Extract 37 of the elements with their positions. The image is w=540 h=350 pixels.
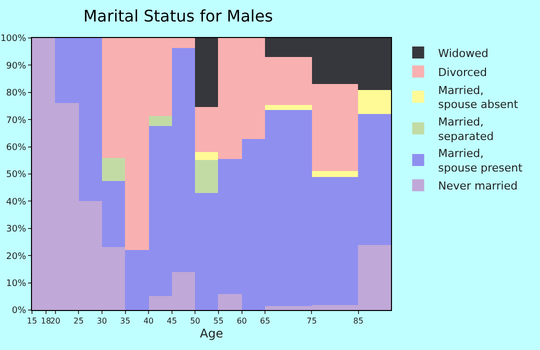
legend-label: Married, spouse absent [438, 84, 519, 112]
x-tick-label: 40 [143, 316, 154, 326]
legend-label: Divorced [438, 66, 488, 79]
y-tick-label: 50% [6, 170, 27, 180]
legend-label: Married, spouse present [438, 147, 524, 174]
bar [218, 294, 242, 310]
legend-label: Married, separated [438, 116, 494, 143]
bar [195, 160, 218, 193]
y-tick-label: 100% [0, 34, 27, 44]
x-tick-label: 75 [306, 316, 317, 326]
x-tick-label: 85 [353, 316, 364, 326]
y-tick-label: 10% [6, 278, 27, 289]
x-tick-label: 60 [236, 316, 247, 326]
legend-label: Never married [438, 180, 518, 193]
x-tick-label: 15 [26, 316, 38, 326]
x-tick-label: 30 [96, 316, 108, 326]
x-tick-label: 65 [260, 316, 270, 326]
x-tick-label: 18 [40, 316, 52, 326]
x-tick-label: 20 [50, 316, 60, 326]
x-tick-label: 45 [166, 316, 177, 326]
y-tick-label: 70% [6, 116, 27, 126]
legend-label: Widowed [438, 46, 488, 60]
y-tick-label: 80% [6, 88, 27, 99]
x-tick-label: 25 [74, 316, 84, 326]
x-tick-label: 50 [190, 316, 200, 326]
y-tick-label: 0% [12, 306, 27, 316]
bar [149, 116, 172, 126]
y-tick-label: 40% [6, 197, 27, 208]
y-tick-label: 20% [6, 252, 27, 262]
bar [102, 158, 125, 181]
y-tick-label: 60% [6, 142, 27, 153]
y-tick-label: 90% [6, 61, 27, 72]
x-tick-label: 35 [120, 316, 130, 326]
y-tick-label: 30% [6, 224, 27, 235]
chart-title: Marital Status for Males [83, 6, 274, 26]
x-axis-title: Age [200, 326, 224, 340]
x-tick-label: 55 [213, 316, 224, 326]
